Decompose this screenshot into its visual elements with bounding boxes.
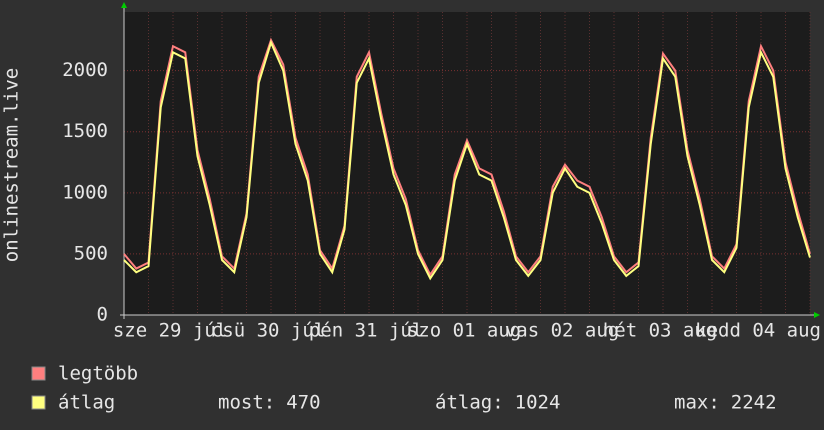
x-tick-label: csü 30 júl xyxy=(211,320,325,342)
legend-label: legtöbb xyxy=(58,363,138,385)
stat-label: átlag: xyxy=(435,392,504,414)
y-tick-label: 0 xyxy=(97,304,108,326)
x-tick-label: sze 29 júl xyxy=(113,320,227,342)
y-tick-label: 1500 xyxy=(62,120,108,142)
axis-arrow xyxy=(814,312,820,318)
series-line xyxy=(123,39,811,281)
x-tick-label: pén 31 júl xyxy=(309,320,423,342)
stat-value: 2242 xyxy=(731,392,777,414)
y-tick-label: 1000 xyxy=(62,181,108,203)
axis-arrow xyxy=(121,2,127,8)
stat-label: max: xyxy=(674,392,720,414)
legend-label: átlag xyxy=(58,392,115,414)
x-tick-label: kedd 04 aug xyxy=(695,320,821,342)
x-tick-label: vas 02 aug xyxy=(505,320,619,342)
x-tick-label: szo 01 aug xyxy=(407,320,521,342)
legend-swatch xyxy=(31,395,46,410)
y-tick-label: 2000 xyxy=(62,59,108,81)
stat-label: most: xyxy=(218,392,275,414)
stat-value: 1024 xyxy=(515,392,561,414)
stat-value: 470 xyxy=(286,392,320,414)
y-axis-title: onlinestream.live xyxy=(1,68,23,262)
y-tick-label: 500 xyxy=(74,242,108,264)
legend-swatch xyxy=(31,366,46,381)
x-tick-label: hét 03 aug xyxy=(603,320,717,342)
